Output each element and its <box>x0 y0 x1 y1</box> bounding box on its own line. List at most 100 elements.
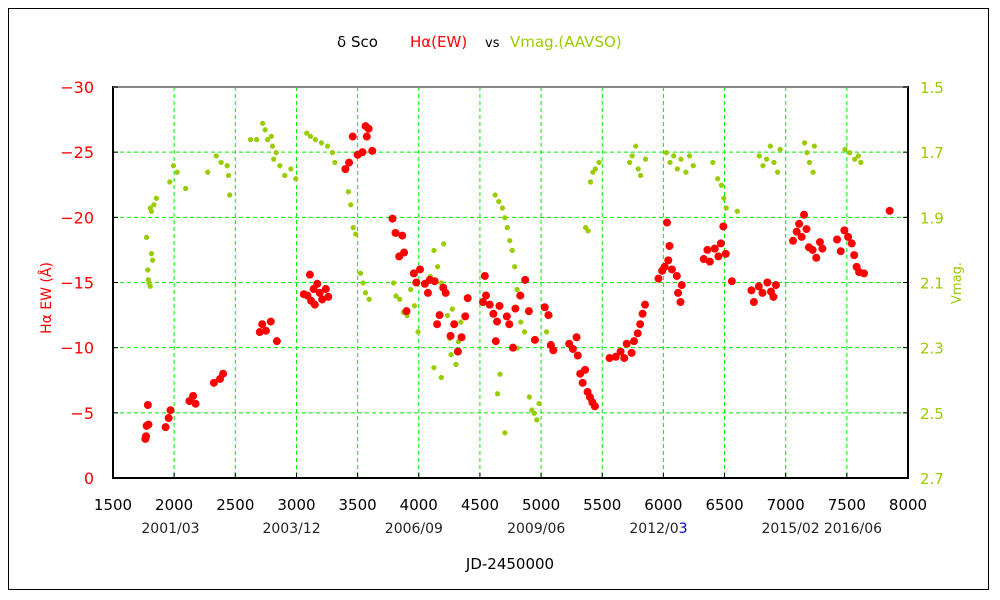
halpha-point <box>388 214 397 223</box>
halpha-point <box>641 300 650 309</box>
halpha-point <box>358 148 367 157</box>
halpha-point <box>341 165 350 174</box>
halpha-point <box>676 298 685 307</box>
halpha-point <box>189 391 198 400</box>
halpha-point <box>485 300 494 309</box>
vmag-point-v <box>805 150 809 156</box>
x-tick-label: 5000 <box>522 496 560 514</box>
vmag-point-v <box>145 234 149 240</box>
halpha-point <box>430 277 439 286</box>
vmag-point-v <box>722 195 726 201</box>
vmag-point-v <box>283 172 287 178</box>
vmag-point-v <box>359 270 363 276</box>
halpha-point <box>362 132 371 141</box>
vmag-point-v <box>148 205 152 211</box>
y-right-tick-label: 1.5 <box>920 79 944 97</box>
x-tick-label: 2500 <box>216 496 254 514</box>
halpha-point <box>305 270 314 279</box>
vmag-point-v <box>807 159 811 165</box>
vmag-point-v <box>168 179 172 185</box>
y-left-tick-label: −20 <box>60 208 94 227</box>
halpha-point <box>605 354 614 363</box>
vmag-point-v <box>503 215 507 221</box>
y-left-axis-label: Hα EW (Å) <box>38 262 55 334</box>
vmag-point-v <box>228 192 232 198</box>
halpha-point <box>771 281 780 290</box>
vmag-point-v <box>848 150 852 156</box>
vmag-point-v <box>456 339 460 345</box>
vmag-point-v <box>544 329 548 335</box>
vmag-point-v <box>503 430 507 436</box>
vmag-point-v <box>513 264 517 270</box>
halpha-point <box>144 420 153 429</box>
halpha-point <box>633 329 642 338</box>
vmag-point-v <box>593 166 597 172</box>
vmag-point-v <box>255 137 259 143</box>
halpha-point <box>482 291 491 300</box>
vmag-point-v <box>416 329 420 335</box>
halpha-point <box>321 285 330 294</box>
y-left-tick-label: 0 <box>84 469 94 488</box>
x-axis-label: JD-2450000 <box>465 555 554 573</box>
halpha-point <box>844 232 853 241</box>
y-right-tick-label: 2.1 <box>920 275 944 293</box>
vmag-point-v <box>148 283 152 289</box>
y-right-tick-label: 2.7 <box>920 470 944 488</box>
halpha-point <box>792 227 801 236</box>
vmag-point-v <box>146 277 150 283</box>
halpha-point <box>572 333 581 342</box>
halpha-point <box>665 242 674 251</box>
halpha-point <box>540 303 549 312</box>
halpha-point <box>310 300 319 309</box>
halpha-point <box>524 307 533 316</box>
vmag-point-v <box>856 153 860 159</box>
x-tick-label: 4500 <box>461 496 499 514</box>
halpha-point <box>705 257 714 266</box>
halpha-point <box>749 298 758 307</box>
vmag-point-v <box>724 205 728 211</box>
halpha-point <box>677 281 686 290</box>
y-right-tick-label: 1.9 <box>920 209 944 227</box>
halpha-point <box>847 239 856 248</box>
halpha-point <box>699 255 708 264</box>
halpha-point <box>450 320 459 329</box>
vmag-point-v <box>530 407 534 413</box>
vmag-point-v <box>853 156 857 162</box>
vmag-point-v <box>584 225 588 231</box>
vmag-point-v <box>432 365 436 371</box>
halpha-point <box>664 256 673 265</box>
halpha-point <box>815 238 824 247</box>
x-tick-label: 7000 <box>767 496 805 514</box>
halpha-point <box>630 337 639 346</box>
x-tick-labels: 1500 2000 2500 3000 3500 4000 4500 5000 5500 6000… <box>94 496 927 514</box>
halpha-point <box>758 288 767 297</box>
vmag-point-v <box>636 166 640 172</box>
halpha-point <box>721 249 730 258</box>
vmag-point-v <box>225 163 229 169</box>
halpha-point <box>415 265 424 274</box>
vmag-point-v <box>274 150 278 156</box>
y-left-tick-label: −30 <box>60 78 94 97</box>
halpha-point <box>368 146 377 155</box>
series-halpha <box>141 122 894 443</box>
vmag-point-v <box>630 153 634 159</box>
halpha-point <box>453 347 462 356</box>
vmag-point-v <box>684 169 688 175</box>
vmag-point-v <box>149 251 153 257</box>
halpha-point <box>412 278 421 287</box>
vmag-point-v <box>639 172 643 178</box>
halpha-point <box>808 245 817 254</box>
vmag-point-v <box>289 166 293 172</box>
chart-title-vs: vs <box>485 36 500 51</box>
halpha-point <box>789 236 798 245</box>
axis-ticks <box>112 86 909 479</box>
vmag-point-v <box>859 159 863 165</box>
x-tick-label: 6500 <box>705 496 743 514</box>
y-right-tick-label: 1.7 <box>920 144 944 162</box>
halpha-point <box>521 275 530 284</box>
x-tick-label: 1500 <box>94 496 132 514</box>
vmag-point-v <box>146 267 150 273</box>
y-left-tick-labels: −30 −25 −20 −15 −10 −5 0 <box>60 78 94 488</box>
vmag-point-v <box>716 176 720 182</box>
halpha-point <box>478 298 487 307</box>
